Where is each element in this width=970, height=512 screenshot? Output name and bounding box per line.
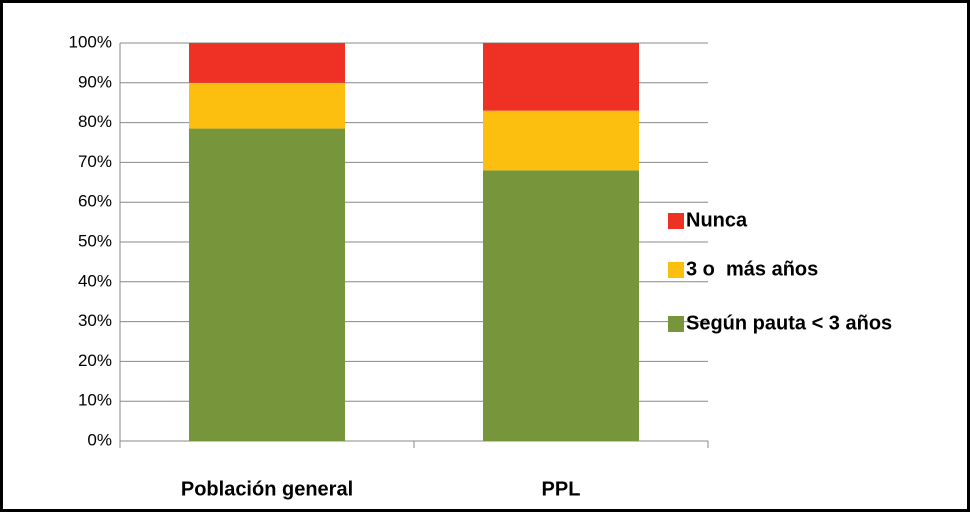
y-tick-label: 50% xyxy=(78,231,112,250)
bar-segment xyxy=(483,43,639,111)
legend-swatch xyxy=(668,316,684,332)
y-tick-label: 90% xyxy=(78,72,112,91)
bar-segment xyxy=(189,128,345,441)
x-tick-label: PPL xyxy=(542,478,581,500)
y-tick-label: 70% xyxy=(78,152,112,171)
y-tick-label: 80% xyxy=(78,112,112,131)
y-tick-label: 10% xyxy=(78,391,112,410)
bar-segment xyxy=(189,82,345,129)
legend-label: Según pauta < 3 años xyxy=(686,312,892,334)
legend-swatch xyxy=(668,262,684,278)
bar-segment xyxy=(483,170,639,442)
y-tick-label: 60% xyxy=(78,192,112,211)
x-tick-label: Población general xyxy=(181,478,353,500)
bar-segment xyxy=(189,43,345,83)
y-tick-label: 20% xyxy=(78,351,112,370)
legend-label: 3 o más años xyxy=(686,258,818,280)
legend-label: Nunca xyxy=(686,209,748,231)
y-tick-label: 100% xyxy=(69,32,112,51)
y-tick-label: 0% xyxy=(87,430,112,449)
legend-swatch xyxy=(668,213,684,229)
y-tick-label: 40% xyxy=(78,271,112,290)
bar-segment xyxy=(483,110,639,171)
y-tick-label: 30% xyxy=(78,311,112,330)
